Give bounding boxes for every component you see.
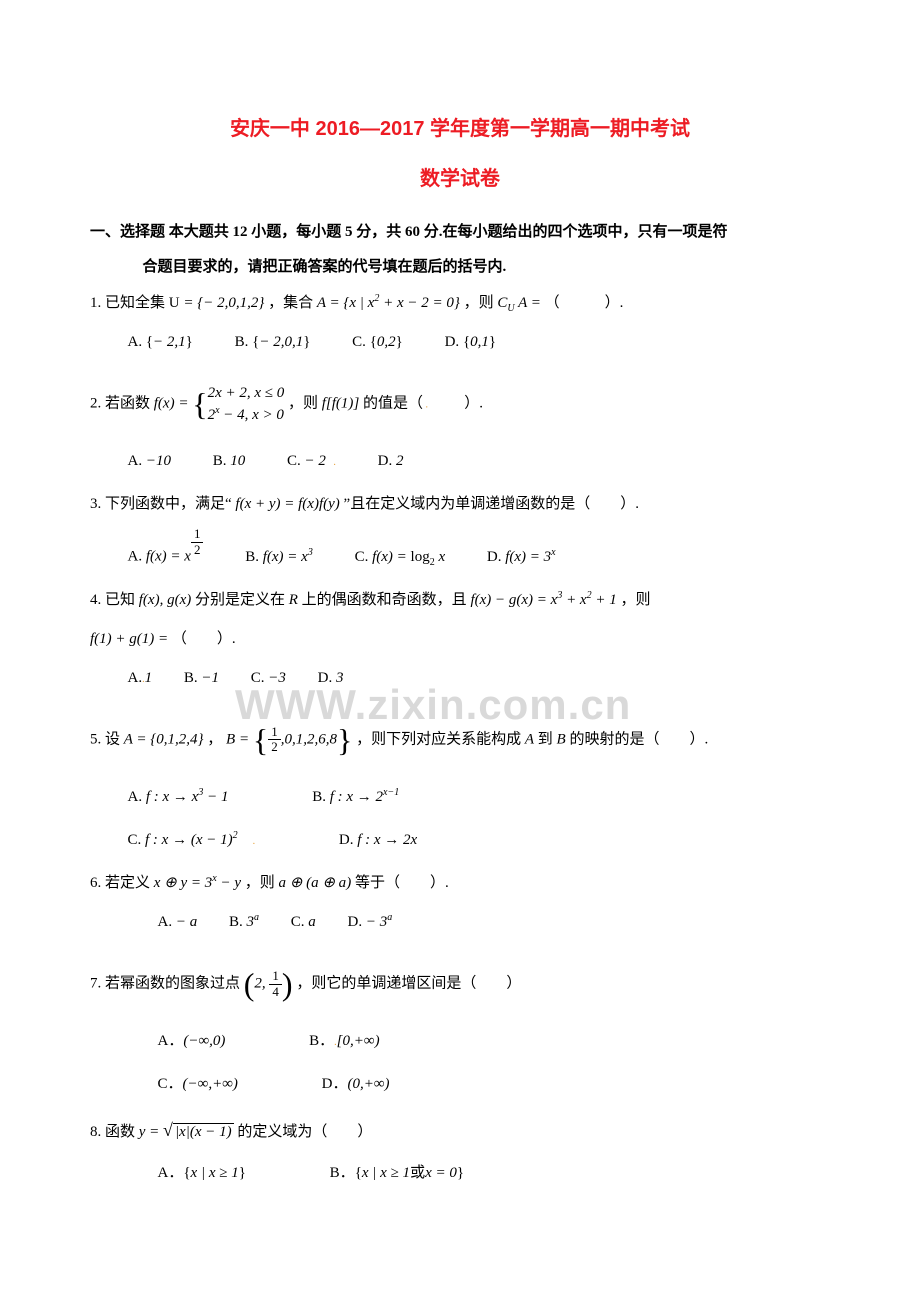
q7-stem-b: ，则它的单调递增区间是（ ） (296, 976, 521, 992)
q7-stem-a: 7. 若幂函数的图象过点 (90, 976, 240, 992)
q5-opt-a: A. f : x → x3 − 1 (128, 781, 229, 814)
q5-options-row2: C. f : x → (x − 1)2 . D. f : x → 2x (90, 824, 830, 857)
question-5: 5. 设 A = {0,1,2,4} ， B = {12,0,1,2,6,8} … (90, 705, 830, 775)
q7-opt-a: A．(−∞,0) (158, 1025, 226, 1058)
q4-opt-a: A..1 (128, 662, 153, 695)
section-header: 一、选择题 本大题共 12 小题，每小题 5 分，共 60 分.在每小题给出的四… (90, 218, 830, 247)
section-head-line1: 一、选择题 本大题共 12 小题，每小题 5 分，共 60 分.在每小题给出的四… (90, 224, 728, 240)
q5-opt-b: B. f : x → 2x−1 (312, 781, 399, 814)
q4-options: A..1 B. −1 C. −3 D. 3 (90, 662, 830, 695)
q7-opt-c: C．(−∞,+∞) (158, 1068, 238, 1101)
section-header-cont: 合题目要求的，请把正确答案的代号填在题后的括号内. (90, 253, 830, 282)
q5-stem-c: ，则下列对应关系能构成 (356, 731, 521, 747)
q3-opt-a: A. f(x) = x12 (128, 527, 204, 573)
question-1: 1. 已知全集 U = {− 2,0,1,2} ，集合 A = {x | x2 … (90, 287, 830, 320)
q8-opt-a: A．{x | x ≥ 1} (158, 1157, 246, 1190)
q2-opt-d: D. 2 (378, 445, 404, 478)
q2-stem-c: 的值是（ (363, 396, 423, 412)
q8-stem-a: 8. 函数 (90, 1124, 135, 1140)
q2-opt-a: A. −10 (128, 445, 171, 478)
q1-options: A. {− 2,1} B. {− 2,0,1} C. {0,2} D. {0,1… (90, 326, 830, 359)
q1-opt-a: A. {− 2,1} (128, 326, 193, 359)
q4-stem-c: 上的偶函数和奇函数，且 (302, 592, 467, 608)
q3-opt-b: B. f(x) = x3 (245, 541, 313, 574)
q5-opt-c: C. f : x → (x − 1)2 . (128, 824, 256, 857)
q7-options-row2: C．(−∞,+∞) D．(0,+∞) (90, 1068, 830, 1101)
question-7: 7. 若幂函数的图象过点 (2, 14) ，则它的单调递增区间是（ ） (90, 949, 830, 1019)
question-8: 8. 函数 y = √|x|(x − 1) 的定义域为（ ） (90, 1111, 830, 1151)
q6-stem-b: ，则 (245, 875, 275, 891)
q8-stem-b: 的定义域为（ ） (237, 1124, 372, 1140)
page-content: 安庆一中 2016—2017 学年度第一学期高一期中考试 数学试卷 一、选择题 … (90, 110, 830, 1190)
q8-opt-b: B．{x | x ≥ 1或x = 0} (330, 1157, 464, 1190)
q2-stem-d: ）. (434, 396, 483, 412)
q1-stem-c: ，则 (464, 295, 494, 311)
q6-opt-a: A. − a (158, 906, 198, 939)
q6-stem-c: 等于（ ）. (355, 875, 449, 891)
q4-line2-b: （ ）. (172, 631, 236, 647)
q3-opt-d: D. f(x) = 3x (487, 541, 556, 574)
page-subtitle: 数学试卷 (90, 160, 830, 198)
q4-opt-d: D. 3 (318, 662, 344, 695)
question-4-line2: f(1) + g(1) = （ ）. (90, 623, 830, 656)
q5-stem-b: ， (207, 731, 222, 747)
q3-opt-c: C. f(x) = log2 x (355, 541, 446, 574)
q2-stem-b: ，则 (288, 396, 318, 412)
orange-dot-icon: . (423, 400, 431, 411)
question-3: 3. 下列函数中，满足“ f(x + y) = f(x)f(y) ”且在定义域内… (90, 488, 830, 521)
page-title: 安庆一中 2016—2017 学年度第一学期高一期中考试 (90, 110, 830, 148)
q1-stem-b: ，集合 (268, 295, 313, 311)
q5-stem-e: 的映射的是（ ）. (569, 731, 708, 747)
q5-stem-a: 5. 设 (90, 731, 120, 747)
q8-options: A．{x | x ≥ 1} B．{x | x ≥ 1或x = 0} (90, 1157, 830, 1190)
q5-opt-d: D. f : x → 2x (339, 824, 417, 857)
q4-stem-b: 分别是定义在 (195, 592, 285, 608)
q1-opt-b: B. {− 2,0,1} (235, 326, 311, 359)
q1-stem-a: 1. 已知全集 (90, 295, 165, 311)
q3-stem-b: ”且在定义域内为单调递增函数的是（ ）. (344, 496, 639, 512)
q6-opt-c: C. a (291, 906, 316, 939)
q1-stem-d: （ ）. (545, 295, 624, 311)
q5-stem-d: 到 (538, 731, 553, 747)
q6-opt-b: B. 3a (229, 906, 259, 939)
q6-stem-a: 6. 若定义 (90, 875, 150, 891)
q5-options-row1: A. f : x → x3 − 1 B. f : x → 2x−1 (90, 781, 830, 814)
q6-options: A. − a B. 3a C. a D. − 3a (90, 906, 830, 939)
q7-opt-d: D．(0,+∞) (322, 1068, 390, 1101)
section-head-line2: 合题目要求的，请把正确答案的代号填在题后的括号内. (143, 259, 507, 275)
q6-opt-d: D. − 3a (348, 906, 393, 939)
q7-options-row1: A．(−∞,0) B．.[0,+∞) (90, 1025, 830, 1058)
question-6: 6. 若定义 x ⊕ y = 3x − y ，则 a ⊕ (a ⊕ a) 等于（… (90, 867, 830, 900)
q4-stem-d: ，则 (620, 592, 650, 608)
question-2: 2. 若函数 f(x) = { 2x + 2, x ≤ 0 2x − 4, x … (90, 369, 830, 439)
q3-options: A. f(x) = x12 B. f(x) = x3 C. f(x) = log… (90, 527, 830, 573)
q7-opt-b: B．.[0,+∞) (309, 1025, 379, 1058)
q2-options: A. −10 B. 10 C. − 2 . D. 2 (90, 445, 830, 478)
q1-opt-d: D. {0,1} (445, 326, 497, 359)
q3-stem-a: 3. 下列函数中，满足“ (90, 496, 232, 512)
q2-stem-a: 2. 若函数 (90, 396, 150, 412)
q2-opt-b: B. 10 (213, 445, 246, 478)
q2-opt-c: C. − 2 . (287, 445, 336, 478)
q1-opt-c: C. {0,2} (352, 326, 403, 359)
q4-stem-a: 4. 已知 (90, 592, 135, 608)
q4-opt-b: B. −1 (184, 662, 219, 695)
question-4: 4. 已知 f(x), g(x) 分别是定义在 R 上的偶函数和奇函数，且 f(… (90, 584, 830, 617)
q4-opt-c: C. −3 (251, 662, 286, 695)
